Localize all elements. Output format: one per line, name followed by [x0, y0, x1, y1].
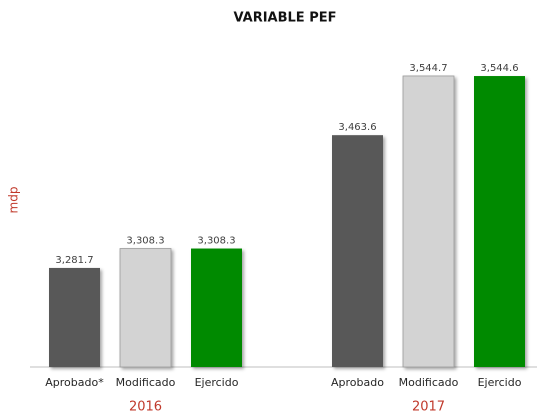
value-label: 3,281.7	[55, 255, 93, 266]
chart-title: VARIABLE PEF	[233, 11, 336, 26]
value-label: 3,308.3	[197, 236, 235, 247]
bar	[332, 135, 383, 367]
y-axis-label: mdp	[7, 187, 21, 214]
x-tick-label: Ejercido	[195, 376, 239, 389]
x-tick-label: Aprobado	[331, 376, 384, 389]
x-tick-label: Ejercido	[478, 376, 522, 389]
x-tick-label: Modificado	[116, 376, 176, 389]
bar	[474, 76, 525, 367]
bar	[402, 75, 455, 368]
x-tick-label: Aprobado*	[45, 376, 104, 389]
bar	[119, 248, 172, 368]
value-label: 3,544.7	[409, 63, 447, 74]
x-tick-label: Modificado	[399, 376, 459, 389]
value-label: 3,308.3	[126, 236, 164, 247]
value-label: 3,544.6	[480, 63, 518, 74]
bar	[191, 248, 242, 367]
group-label: 2016	[129, 400, 162, 413]
group-label: 2017	[412, 400, 445, 413]
value-label: 3,463.6	[338, 122, 376, 133]
bar	[49, 267, 100, 367]
